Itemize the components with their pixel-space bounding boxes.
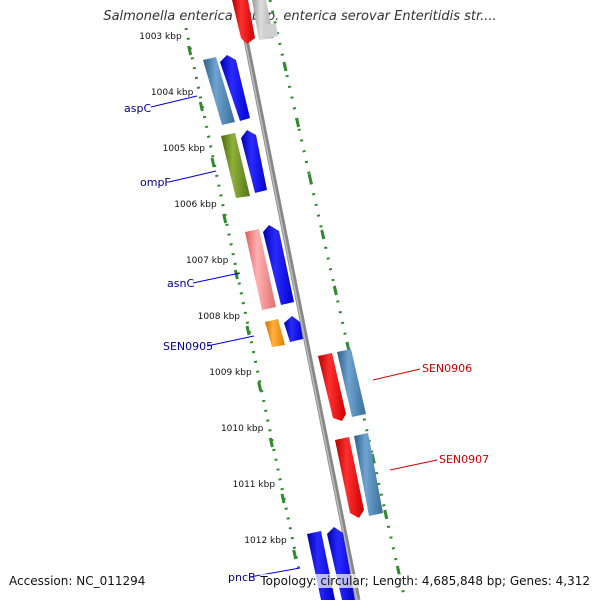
genome-summary: Topology: circular; Length: 4,685,848 bp… xyxy=(260,574,590,588)
label-ompF[interactable]: ompF xyxy=(140,176,171,189)
genome-backbone-highlight xyxy=(236,0,358,600)
outer-major-tick xyxy=(370,453,376,464)
leader-asnC xyxy=(192,272,241,284)
outer-major-tick xyxy=(395,565,401,576)
gene-asnC-partner[interactable] xyxy=(263,225,294,305)
gene-SEN0907-partner[interactable] xyxy=(354,433,383,516)
kbp-label: 1012 kbp xyxy=(244,536,287,546)
kbp-label: 1003 kbp xyxy=(139,32,182,42)
outer-major-tick xyxy=(282,61,288,72)
outer-major-tick xyxy=(307,173,313,184)
map-title: Salmonella enterica subsp. enterica sero… xyxy=(103,9,497,24)
outer-major-tick xyxy=(295,117,301,128)
outer-major-tick xyxy=(345,341,351,352)
gene-asnC[interactable] xyxy=(245,229,276,310)
gene-SEN0905[interactable] xyxy=(265,319,285,347)
kbp-major-tick xyxy=(245,325,251,336)
kbp-major-tick xyxy=(268,437,274,448)
kbp-major-tick xyxy=(210,157,216,168)
kbp-label: 1007 kbp xyxy=(186,256,229,266)
gene-top-red[interactable] xyxy=(232,0,255,44)
leader-aspC xyxy=(150,95,198,108)
kbp-major-tick xyxy=(233,269,239,280)
outer-major-tick xyxy=(383,509,389,520)
kbp-major-tick xyxy=(280,493,286,504)
kbp-label: 1010 kbp xyxy=(221,424,264,434)
label-asnC[interactable]: asnC xyxy=(167,277,194,290)
gene-aspC-partner[interactable] xyxy=(220,55,250,121)
kbp-major-tick xyxy=(198,101,204,112)
label-aspC[interactable]: aspC xyxy=(124,102,151,115)
kbp-label: 1004 kbp xyxy=(151,88,194,98)
kbp-label: 1011 kbp xyxy=(233,480,276,490)
kbp-tick-marks xyxy=(187,45,401,576)
leader-SEN0905 xyxy=(206,335,255,347)
gene-SEN0905-partner[interactable] xyxy=(284,316,303,342)
accession-label: Accession: NC_011294 xyxy=(9,574,146,588)
gene-SEN0906[interactable] xyxy=(318,353,346,421)
gene-ompF[interactable] xyxy=(221,133,250,198)
genome-backbone xyxy=(235,0,361,600)
kbp-label: 1008 kbp xyxy=(198,312,241,322)
gene-ompF-partner[interactable] xyxy=(241,130,267,193)
label-SEN0905[interactable]: SEN0905 xyxy=(163,340,213,353)
leader-ompF xyxy=(168,170,217,183)
kbp-label: 1005 kbp xyxy=(163,144,206,154)
outer-major-tick xyxy=(320,229,326,240)
label-pncB[interactable]: pncB xyxy=(228,571,256,584)
gene-top-grey-2[interactable] xyxy=(262,24,278,38)
leader-pncB xyxy=(249,567,301,578)
gene-aspC[interactable] xyxy=(203,57,235,125)
kbp-labels: 1003 kbp 1004 kbp 1005 kbp 1006 kbp 1007 kbp… xyxy=(139,32,287,546)
kbp-label: 1006 kbp xyxy=(174,200,217,210)
gene-SEN0906-partner[interactable] xyxy=(337,349,366,417)
label-SEN0906[interactable]: SEN0906 xyxy=(422,362,472,375)
gene-SEN0907[interactable] xyxy=(335,437,364,518)
kbp-major-tick xyxy=(257,381,263,392)
leader-SEN0907 xyxy=(389,459,438,471)
kbp-label: 1009 kbp xyxy=(209,368,252,378)
kbp-major-tick xyxy=(187,45,193,56)
kbp-major-tick xyxy=(292,549,298,560)
outer-major-tick xyxy=(332,285,338,296)
leader-SEN0906 xyxy=(372,368,421,381)
kbp-major-tick xyxy=(222,213,228,224)
label-SEN0907[interactable]: SEN0907 xyxy=(439,453,489,466)
